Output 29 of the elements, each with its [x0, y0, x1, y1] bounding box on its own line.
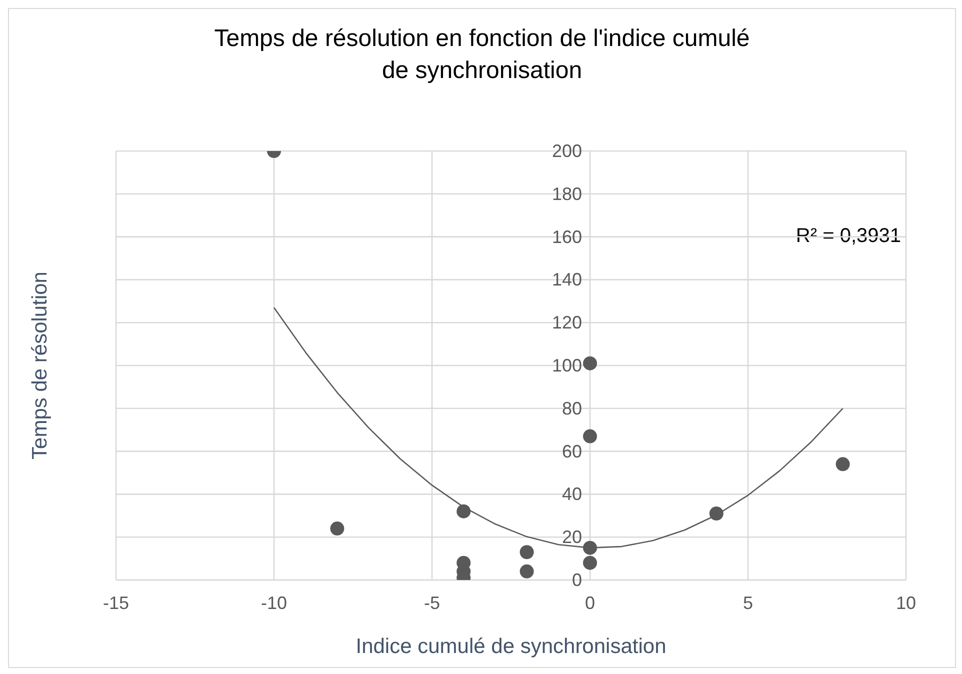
y-tick-label: 140	[552, 270, 582, 290]
annotation: R² = 0,3931	[796, 225, 901, 248]
point	[836, 457, 850, 472]
point	[583, 356, 597, 370]
point	[520, 545, 534, 560]
chart-title: Temps de résolution en fonction de l'indice cumulé de synchronisation	[213, 24, 751, 86]
x-tick-label: 0	[584, 592, 596, 613]
y-tick-label: 200	[552, 141, 582, 161]
y-tick-label: 40	[562, 484, 582, 504]
point	[456, 504, 471, 518]
y-axis-title: Temps de résolution	[28, 272, 52, 460]
y-tick-label: 100	[552, 356, 582, 376]
point	[583, 556, 597, 570]
point	[330, 522, 344, 536]
y-tick-label: 80	[562, 398, 582, 418]
point	[520, 564, 534, 578]
y-tick-label: 60	[562, 441, 582, 462]
y-tick-label: 20	[562, 527, 582, 548]
x-tick-label: -5	[424, 592, 440, 613]
x-tick-label: -15	[102, 592, 130, 613]
y-tick-label: 0	[572, 570, 582, 590]
x-tick-label: -10	[260, 592, 288, 613]
y-tick-label: 160	[552, 226, 582, 247]
y-tick-label: 120	[552, 312, 582, 333]
x-tick-label: 5	[742, 592, 754, 613]
y-tick-label: 180	[552, 184, 582, 204]
point	[583, 429, 597, 444]
x-tick-label: 10	[896, 592, 916, 613]
x-axis-title: Indice cumulé de synchronisation	[356, 635, 666, 658]
